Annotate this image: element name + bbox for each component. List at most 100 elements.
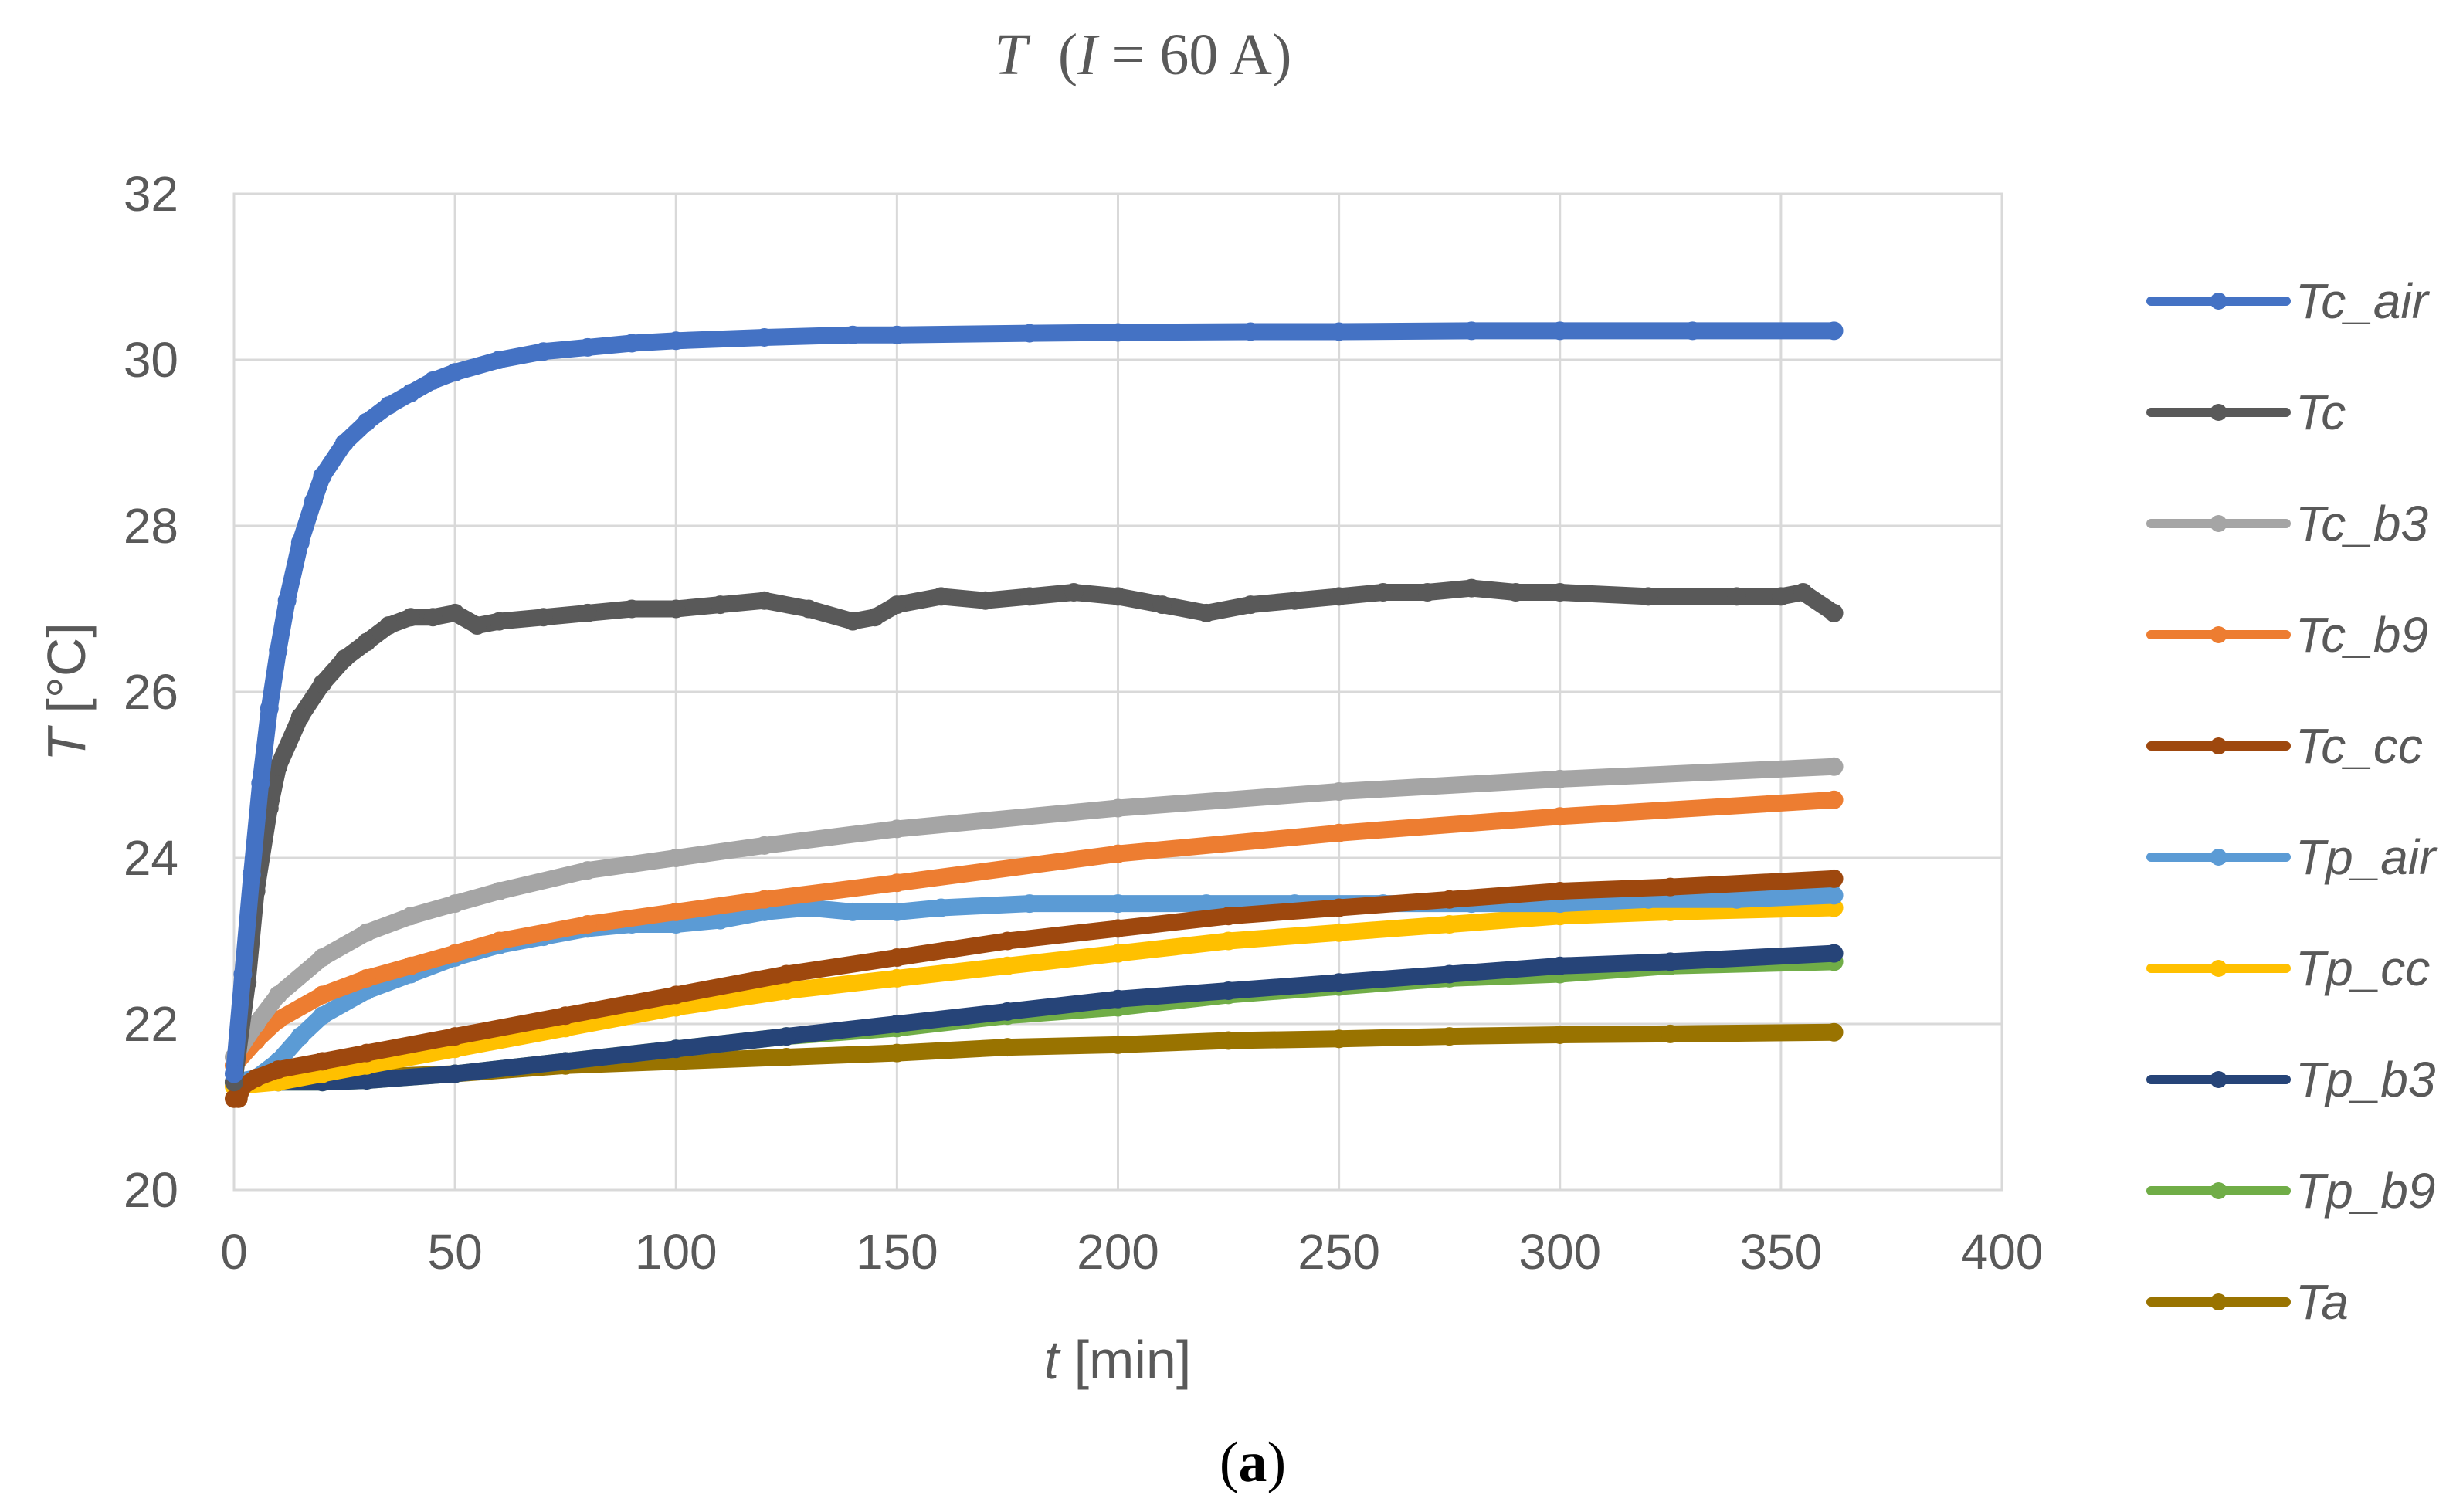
data-point: [1639, 587, 1658, 606]
data-point: [1329, 973, 1349, 992]
data-point: [1241, 595, 1260, 615]
data-point: [667, 599, 686, 619]
data-point: [1329, 587, 1349, 606]
x-axis-variable: t: [1044, 1330, 1061, 1390]
x-axis-unit: [min]: [1059, 1330, 1191, 1390]
legend-item-tp-b9[interactable]: Tp_b9: [2146, 1163, 2435, 1219]
legend-marker: [2210, 737, 2227, 754]
data-point: [755, 591, 774, 610]
x-tick-labels: 0 50 100 150 200 250 300 350 400: [220, 1224, 2043, 1280]
legend-item-ta[interactable]: Ta: [2146, 1274, 2349, 1330]
legend: Tc_air Tc Tc_b3 Tc_b9 Tc_cc Tp_air Tp_cc Tp_b3 T…: [2146, 273, 2438, 1330]
data-point: [1329, 823, 1349, 842]
data-point: [1661, 877, 1680, 897]
data-point: [357, 923, 376, 942]
legend-item-tp-air[interactable]: Tp_air: [2146, 829, 2438, 885]
legend-item-tc[interactable]: Tc: [2146, 385, 2346, 440]
data-point: [931, 898, 951, 917]
y-axis-variable: T: [36, 725, 97, 761]
data-point: [313, 674, 332, 693]
data-point: [1771, 587, 1790, 606]
y-tick-label: 30: [124, 332, 178, 388]
data-point: [401, 956, 420, 975]
y-tick-label: 24: [124, 830, 178, 886]
legend-item-tc-b3[interactable]: Tc_b3: [2146, 496, 2428, 551]
data-point: [290, 707, 310, 727]
legend-label: Tc_b9: [2295, 607, 2428, 663]
data-point: [269, 757, 288, 776]
caption-open: (: [1220, 1431, 1239, 1494]
legend-label: Tc_b3: [2295, 496, 2428, 551]
data-point: [290, 1027, 310, 1046]
data-point: [1285, 591, 1304, 610]
legend-marker: [2210, 515, 2227, 532]
x-tick-label: 350: [1739, 1224, 1822, 1280]
data-point: [1108, 894, 1128, 914]
data-point: [887, 595, 907, 615]
y-axis-label: T [°C]: [36, 622, 97, 761]
data-point: [1550, 583, 1569, 602]
data-point: [490, 612, 509, 631]
data-point: [467, 616, 487, 635]
data-point: [1824, 757, 1844, 776]
y-axis-unit: [°C]: [36, 622, 97, 728]
data-point: [887, 819, 907, 839]
data-point: [1683, 321, 1702, 341]
data-point: [1020, 587, 1040, 606]
data-point: [667, 985, 686, 1005]
legend-label: Tc_cc: [2295, 718, 2423, 774]
data-point: [357, 1043, 376, 1063]
legend-marker: [2210, 960, 2227, 977]
data-point: [1793, 583, 1813, 602]
data-point: [357, 968, 376, 988]
legend-item-tp-cc[interactable]: Tp_cc: [2146, 941, 2430, 996]
data-point: [1241, 322, 1260, 341]
data-point: [290, 533, 310, 552]
data-point: [1219, 907, 1238, 926]
data-point: [534, 608, 553, 627]
data-point: [1329, 782, 1349, 801]
legend-marker: [2210, 849, 2227, 866]
data-point: [423, 371, 443, 390]
series-tc-cc: [225, 869, 1844, 1108]
data-point: [1064, 583, 1084, 602]
data-point: [1506, 583, 1525, 602]
legend-label: Tc: [2295, 385, 2346, 440]
data-point: [931, 587, 951, 606]
data-point: [446, 1027, 465, 1046]
data-point: [667, 849, 686, 867]
data-point: [1550, 769, 1569, 788]
data-point: [711, 595, 730, 615]
data-point: [1196, 603, 1216, 622]
data-point: [246, 1015, 266, 1033]
data-point: [667, 902, 686, 921]
legend-item-tc-air[interactable]: Tc_air: [2146, 273, 2431, 329]
legend-item-tc-b9[interactable]: Tc_b9: [2146, 607, 2428, 663]
data-point: [1824, 1022, 1844, 1042]
data-point: [1108, 1035, 1128, 1054]
y-tick-label: 26: [124, 664, 178, 720]
data-point: [887, 948, 907, 967]
y-tick-labels: 20 22 24 26 28 30 32: [124, 166, 178, 1218]
x-tick-label: 250: [1298, 1224, 1380, 1280]
data-point: [269, 985, 288, 1005]
data-point: [379, 616, 399, 635]
data-point: [1440, 964, 1459, 984]
data-point: [1661, 1024, 1680, 1043]
series-line-tc-b3: [226, 758, 1843, 1066]
data-point: [335, 649, 355, 668]
legend-item-tp-b3[interactable]: Tp_b3: [2146, 1052, 2436, 1107]
title-condition-variable: I: [1077, 22, 1100, 87]
data-point: [260, 699, 279, 718]
y-tick-label: 28: [124, 498, 178, 554]
data-point: [1824, 886, 1844, 905]
data-point: [623, 599, 642, 619]
data-point: [1440, 915, 1459, 934]
data-point: [777, 1048, 796, 1066]
data-point: [1196, 894, 1216, 914]
data-point: [1219, 981, 1238, 1000]
legend-label: Tp_b3: [2295, 1052, 2436, 1107]
data-point: [534, 342, 553, 361]
data-point: [1329, 1029, 1349, 1049]
legend-item-tc-cc[interactable]: Tc_cc: [2146, 718, 2423, 774]
